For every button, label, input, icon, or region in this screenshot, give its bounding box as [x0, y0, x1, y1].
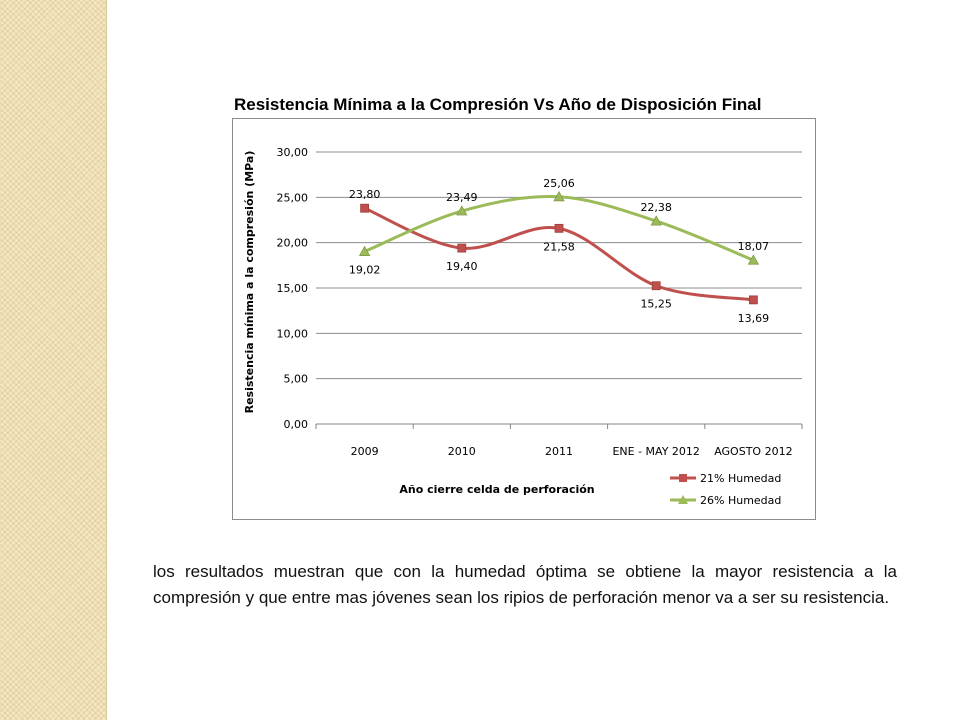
data-label: 19,40	[446, 260, 478, 273]
data-label: 25,06	[543, 177, 575, 190]
body-paragraph: los resultados muestran que con la humed…	[153, 562, 897, 607]
data-point-marker	[553, 190, 565, 202]
y-tick-label: 5,00	[284, 373, 309, 386]
data-label: 15,25	[640, 298, 672, 311]
legend-marker	[679, 474, 687, 482]
series-line-1	[364, 206, 754, 302]
x-axis-title: Año cierre celda de perforación	[399, 483, 594, 496]
chart-frame	[232, 118, 816, 520]
data-point-marker	[457, 243, 467, 253]
y-tick-label: 10,00	[277, 327, 309, 340]
data-label: 19,02	[349, 264, 381, 277]
y-tick-label: 20,00	[277, 237, 309, 250]
data-point-marker	[360, 203, 370, 213]
y-tick-label: 25,00	[277, 191, 309, 204]
slide-title: Resistencia Mínima a la Compresión Vs Añ…	[234, 95, 762, 114]
decorative-side-band	[0, 0, 107, 720]
legend-marker	[678, 495, 688, 504]
data-label: 18,07	[738, 240, 770, 253]
data-label: 23,80	[349, 188, 381, 201]
data-label: 22,38	[640, 201, 672, 214]
data-point-marker	[747, 254, 760, 265]
data-point-marker	[651, 281, 661, 291]
data-point-marker	[650, 215, 662, 226]
x-tick-label: AGOSTO 2012	[714, 445, 792, 458]
y-tick-label: 15,00	[277, 282, 309, 295]
x-tick-label: 2009	[351, 445, 379, 458]
y-tick-label: 0,00	[284, 418, 309, 431]
data-label: 21,58	[543, 240, 575, 253]
data-label: 23,49	[446, 191, 478, 204]
x-tick-label: 2011	[545, 445, 573, 458]
y-axis-title: Resistencia mínima a la compresión (MPa)	[243, 151, 256, 414]
legend-label: 26% Humedad	[700, 494, 781, 507]
x-tick-label: 2010	[448, 445, 476, 458]
data-label: 13,69	[738, 312, 770, 325]
legend-label: 21% Humedad	[700, 472, 781, 485]
data-point-marker	[749, 295, 758, 305]
data-point-marker	[358, 245, 371, 256]
data-point-marker	[456, 205, 468, 216]
data-point-marker	[554, 223, 564, 233]
x-tick-label: ENE - MAY 2012	[612, 445, 699, 458]
y-tick-label: 30,00	[277, 146, 309, 159]
